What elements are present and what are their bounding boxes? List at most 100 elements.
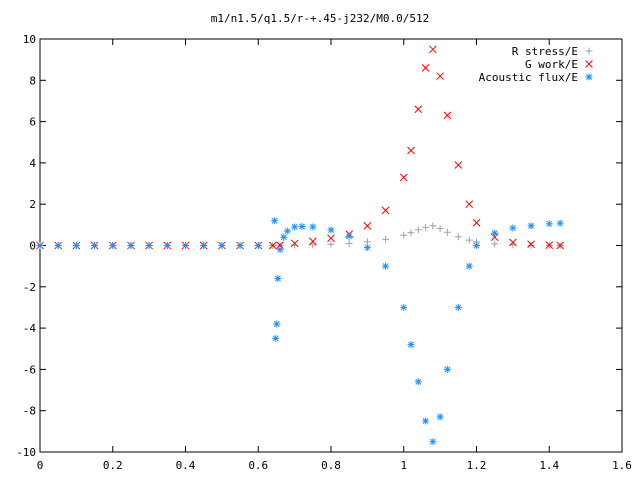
data-point: [454, 303, 462, 311]
y-tick-label: 8: [29, 74, 36, 87]
data-point: [280, 233, 288, 241]
data-point: [298, 223, 306, 231]
series-2: [36, 217, 564, 446]
legend-marker: [585, 73, 593, 81]
data-point: [291, 241, 299, 249]
data-point: [465, 200, 474, 209]
x-tick-label: 1.2: [467, 459, 487, 472]
x-tick-label: 1.4: [539, 459, 559, 472]
data-point: [54, 242, 62, 249]
data-point: [382, 262, 390, 270]
x-tick-label: 0.6: [248, 459, 268, 472]
data-point: [36, 242, 44, 249]
data-point: [407, 146, 415, 155]
data-point: [472, 218, 481, 227]
data-point: [443, 365, 451, 373]
y-tick-label: 4: [29, 157, 36, 170]
data-point: [200, 242, 208, 249]
y-tick-label: -6: [23, 363, 36, 376]
x-tick-label: 0.2: [103, 459, 123, 472]
data-point: [407, 341, 415, 349]
legend-marker: [585, 47, 593, 55]
legend-label: R stress/E: [512, 45, 578, 58]
data-point: [272, 334, 280, 342]
y-axis: 10 8 6 4 2 0 -2 -4 -6 -8 -10: [16, 33, 622, 459]
y-tick-label: 10: [23, 33, 36, 46]
data-point: [414, 226, 422, 234]
data-point: [422, 223, 430, 231]
data-point: [381, 206, 390, 215]
data-point: [454, 233, 462, 241]
data-point: [290, 239, 299, 248]
data-point: [363, 222, 372, 230]
y-tick-label: 0: [29, 240, 36, 253]
data-point: [345, 239, 353, 247]
data-point: [363, 244, 371, 252]
data-point: [254, 242, 262, 249]
data-point: [491, 229, 499, 237]
data-point: [443, 111, 452, 120]
y-tick-label: 2: [29, 198, 36, 211]
data-point: [91, 242, 99, 249]
data-point: [271, 217, 279, 225]
data-point: [274, 275, 282, 283]
data-point: [429, 438, 437, 446]
data-point: [127, 242, 135, 249]
data-point: [309, 241, 317, 249]
y-tick-label: -10: [16, 446, 36, 459]
x-tick-label: 1: [400, 459, 407, 472]
data-point: [509, 224, 517, 232]
data-point: [545, 220, 553, 228]
data-point: [291, 223, 299, 231]
data-point: [454, 161, 463, 169]
data-point: [72, 242, 80, 249]
data-point: [308, 237, 317, 246]
x-tick-label: 0.4: [176, 459, 196, 472]
data-point: [436, 72, 444, 81]
x-tick-label: 0.8: [321, 459, 341, 472]
x-axis: 0 0.2 0.4 0.6 0.8 1 1.2 1.4 1.6: [37, 39, 632, 472]
legend-label: G work/E: [525, 58, 578, 71]
data-point: [465, 262, 473, 270]
data-point: [276, 246, 284, 254]
data-point: [436, 225, 444, 233]
data-point: [400, 231, 408, 239]
data-point: [327, 234, 335, 243]
chart-title: m1/n1.5/q1.5/r-+.45-j232/M0.0/512: [211, 12, 430, 25]
legend-label: Acoustic flux/E: [479, 71, 578, 84]
data-point: [283, 227, 291, 235]
data-point: [465, 236, 473, 244]
data-point: [429, 222, 437, 230]
series-layer: [36, 45, 565, 446]
data-point: [327, 226, 335, 234]
data-point: [236, 242, 244, 249]
data-point: [527, 240, 535, 249]
data-point: [400, 303, 408, 311]
y-tick-label: -8: [23, 405, 36, 418]
data-point: [527, 241, 535, 249]
data-point: [422, 417, 430, 425]
data-point: [491, 240, 499, 248]
y-tick-label: -2: [23, 281, 36, 294]
x-tick-label: 0: [37, 459, 44, 472]
data-point: [509, 238, 517, 247]
data-point: [414, 378, 422, 386]
data-point: [163, 242, 171, 249]
data-point: [182, 242, 189, 249]
x-tick-label: 1.6: [612, 459, 632, 472]
data-point: [273, 320, 281, 328]
data-point: [399, 173, 408, 182]
legend-marker: [585, 60, 593, 68]
data-point: [145, 242, 153, 249]
data-point: [109, 242, 117, 249]
data-point: [545, 241, 554, 249]
data-point: [556, 241, 565, 250]
y-tick-label: 6: [29, 116, 36, 129]
data-point: [414, 105, 423, 114]
data-point: [327, 240, 335, 248]
data-point: [268, 241, 277, 250]
data-point: [218, 242, 226, 249]
data-point: [345, 232, 353, 240]
